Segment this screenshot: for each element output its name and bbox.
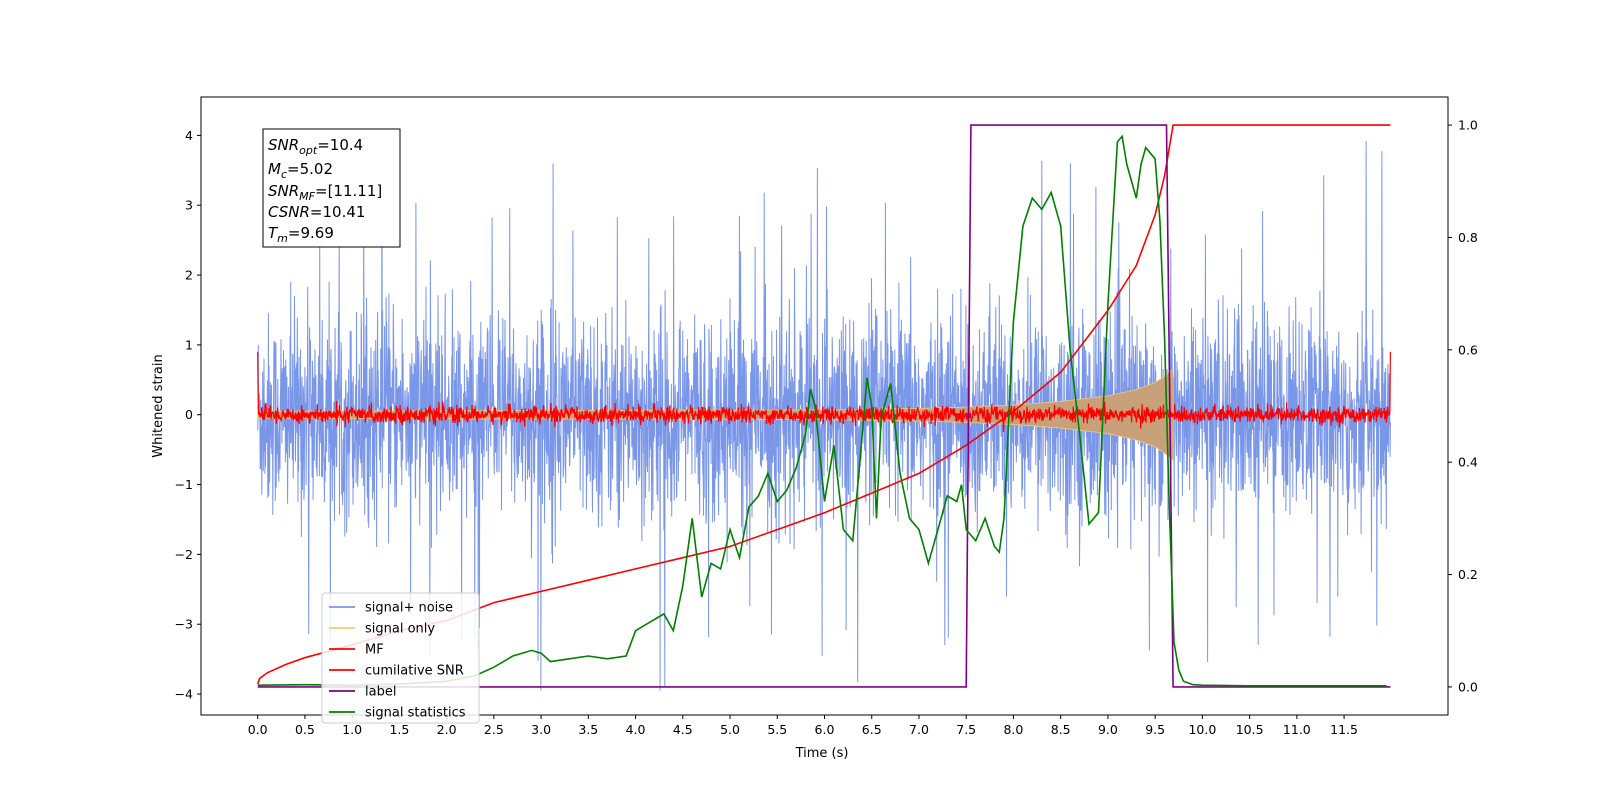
- csnr-annotation: CSNR=10.41: [268, 203, 365, 221]
- signal-statistics-series: [257, 134, 1387, 687]
- cumulative-snr-series: [256, 124, 1391, 685]
- x-tick-label: 11.5: [1330, 722, 1358, 737]
- plot-series: [256, 124, 1391, 691]
- legend-item: cumilative SNR: [329, 664, 464, 679]
- x-tick-label: 1.0: [342, 722, 362, 737]
- x-tick-label: 7.5: [956, 722, 976, 737]
- y-tick-label: 4: [185, 128, 193, 143]
- y-right-tick-label: 0.6: [1458, 342, 1478, 357]
- y-tick-label: −4: [175, 687, 193, 702]
- legend-item: MF: [329, 643, 384, 658]
- x-tick-label: 11.0: [1283, 722, 1311, 737]
- x-tick-label: 10.0: [1188, 722, 1216, 737]
- label-series: [257, 124, 1391, 688]
- legend-item: signal+ noise: [329, 601, 453, 616]
- legend-frame: [321, 592, 480, 724]
- x-tick-label: 4.5: [673, 722, 693, 737]
- y-tick-label: 3: [185, 198, 193, 213]
- x-tick-label: 3.5: [578, 722, 598, 737]
- legend-label: signal only: [365, 622, 435, 637]
- legend-label: cumilative SNR: [365, 664, 464, 679]
- snr-mf-annotation: SNRMF=[11.11]: [268, 182, 382, 203]
- legend-item: signal statistics: [329, 706, 466, 721]
- x-tick-label: 9.0: [1098, 722, 1118, 737]
- y-right-tick-label: 0.0: [1458, 679, 1478, 694]
- x-tick-label: 2.5: [484, 722, 504, 737]
- x-tick-label: 5.5: [767, 722, 787, 737]
- x-axis-label: Time (s): [795, 746, 849, 761]
- snr-opt-annotation: SNRopt=10.4: [268, 136, 363, 157]
- legend-label: MF: [365, 643, 384, 658]
- x-tick-label: 2.0: [437, 722, 457, 737]
- y-right-tick-label: 0.2: [1458, 567, 1478, 582]
- x-tick-label: 8.0: [1003, 722, 1023, 737]
- legend-item: label: [329, 685, 396, 700]
- y-tick-label: −2: [175, 547, 193, 562]
- y-tick-label: −1: [175, 477, 193, 492]
- legend-label: label: [365, 685, 396, 700]
- y-tick-label: 2: [185, 268, 193, 283]
- x-tick-label: 0.5: [295, 722, 315, 737]
- legend-label: signal+ noise: [365, 601, 453, 616]
- x-axis: 0.0 0.5 1.0 1.5 2.0 2.5 3.0 3.5 4.0 4.5 5.0 5.5 6.0 6…: [248, 715, 1358, 737]
- x-tick-label: 1.5: [389, 722, 409, 737]
- x-tick-label: 6.5: [862, 722, 882, 737]
- x-tick-label: 4.0: [626, 722, 646, 737]
- legend-label: signal statistics: [365, 706, 466, 721]
- mc-annotation: Mc=5.02: [268, 160, 333, 181]
- y-right-tick-label: 1.0: [1458, 118, 1478, 133]
- y-right-tick-label: 0.8: [1458, 230, 1478, 245]
- y-right-tick-label: 0.4: [1458, 455, 1478, 470]
- legend-item: signal only: [329, 622, 435, 637]
- legend: signal+ noise signal only MF cumilative SNR…: [321, 592, 480, 724]
- y-tick-label: −3: [175, 617, 193, 632]
- left-y-axis: −4 −3 −2 −1 0 1 2 3 4: [175, 128, 201, 702]
- x-tick-label: 10.5: [1236, 722, 1264, 737]
- tm-annotation: Tm=9.69: [268, 224, 334, 245]
- x-tick-label: 0.0: [248, 722, 268, 737]
- y-tick-label: 1: [185, 337, 193, 352]
- right-y-axis: 0.0 0.2 0.4 0.6 0.8 1.0: [1448, 118, 1478, 694]
- y-axis-label: Whitened strain: [151, 354, 166, 457]
- x-tick-label: 5.0: [720, 722, 740, 737]
- annotation-frame: [262, 128, 401, 248]
- x-tick-label: 3.0: [531, 722, 551, 737]
- mf-series: [257, 351, 1391, 432]
- x-tick-label: 9.5: [1145, 722, 1165, 737]
- x-tick-label: 7.0: [909, 722, 929, 737]
- y-tick-label: 0: [185, 407, 193, 422]
- x-tick-label: 8.5: [1051, 722, 1071, 737]
- signal-noise-series: [257, 138, 1391, 691]
- x-tick-label: 6.0: [815, 722, 835, 737]
- annotation-box: SNRopt=10.4 Mc=5.02 SNRMF=[11.11] CSNR=1…: [262, 128, 401, 248]
